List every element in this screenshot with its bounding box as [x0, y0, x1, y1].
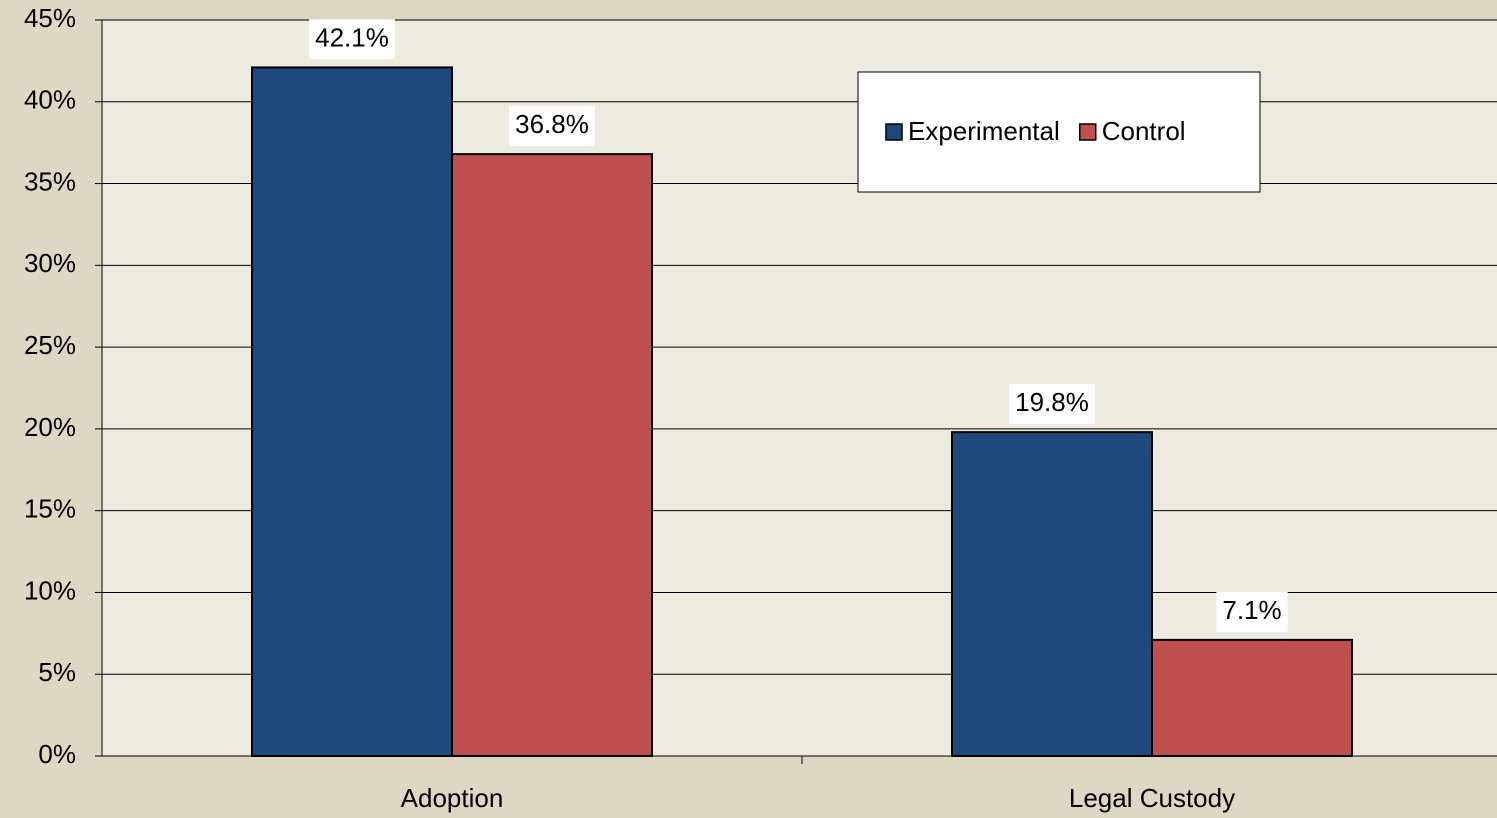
y-tick-label: 5% — [38, 657, 76, 687]
legend-label: Experimental — [908, 116, 1060, 146]
x-tick-label: Adoption — [401, 783, 504, 813]
data-label: 42.1% — [315, 22, 389, 52]
y-tick-label: 15% — [24, 494, 76, 524]
data-label-box — [509, 106, 595, 147]
x-tick-label: Legal Custody — [1069, 783, 1235, 813]
data-label-box — [1216, 591, 1288, 632]
y-tick-label: 45% — [24, 3, 76, 33]
data-label: 7.1% — [1222, 595, 1281, 625]
y-tick-label: 25% — [24, 330, 76, 360]
bar — [1151, 638, 1353, 757]
y-tick-label: 20% — [24, 412, 76, 442]
data-label-box — [309, 19, 395, 60]
y-tick-label: 10% — [24, 575, 76, 605]
legend-swatch — [885, 123, 903, 141]
bar — [951, 431, 1153, 757]
bar — [451, 153, 653, 758]
y-tick-label: 35% — [24, 166, 76, 196]
y-tick-label: 40% — [24, 85, 76, 115]
y-tick-label: 30% — [24, 248, 76, 278]
data-label: 19.8% — [1015, 387, 1089, 417]
legend-label: Control — [1102, 116, 1186, 146]
bar — [251, 66, 453, 758]
data-label-box — [1009, 384, 1095, 425]
y-tick-label: 0% — [38, 739, 76, 769]
legend-box — [857, 71, 1261, 193]
data-label: 36.8% — [515, 109, 589, 139]
legend-swatch — [1078, 123, 1097, 141]
